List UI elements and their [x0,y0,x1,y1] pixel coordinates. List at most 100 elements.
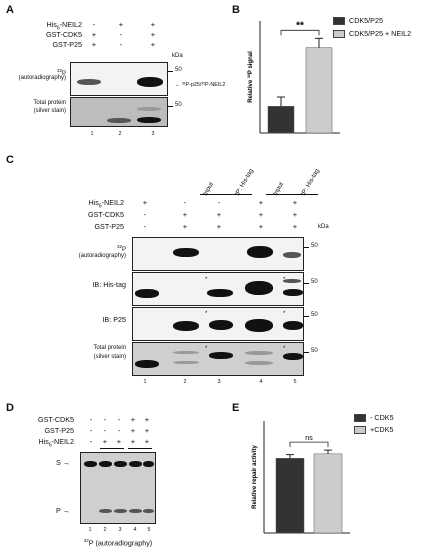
panel-b-legend-label: CDK5/P25 + NEIL2 [349,29,412,38]
blot-band [207,289,233,297]
panel-c-sign: + [258,210,264,219]
blot-band [283,252,301,258]
panel-e-chart: Relative repair activity ns [252,421,350,534]
panel-c-sign: - [183,198,187,207]
panel-a-kda: kDa [172,53,183,59]
header-underline [200,194,252,195]
panel-a-sign: + [118,20,124,29]
legend-swatch [354,414,366,422]
bar [313,453,343,534]
panel-c-sign: - [143,222,147,231]
blot-band [137,77,163,87]
panel-c-blot-label: Total protein [93,345,126,351]
bar [305,47,333,134]
blot-band [77,79,101,85]
panel-c-sign: + [216,210,222,219]
panel-c-marker: 50 [311,243,318,249]
y-axis-label: Relative ³²P signal [247,51,254,103]
panel-a-blot2-sublabel: (silver stain) [33,108,66,114]
panel-c-kda: kDa [318,224,329,230]
blot-band [209,352,233,359]
blot-band [247,246,273,258]
panel-c-row-label-cdk5: GST-CDK5 [88,210,124,219]
panel-a-sign: + [91,40,97,49]
panel-c-row-label-neil2: His6-NEIL2 [88,198,124,210]
panel-d-sign: + [116,437,122,446]
significance-label: ** [296,20,304,31]
substrate-label: S → [56,458,70,467]
panel-c-blot-label: IB: P25 [102,315,126,324]
panel-d-sign: - [89,437,93,446]
blot-band [283,279,301,283]
panel-d-row-label-neil2: His6-NEIL2 [38,437,74,449]
panel-d-sign: - [89,426,93,435]
panel-a-marker1: 50 [175,67,182,73]
panel-c-blot-sublabel: (silver stain) [93,354,126,360]
panel-d-sign: - [103,415,107,424]
lane-number: 2 [183,379,187,385]
panel-c-header: IP: His-tag [233,167,255,197]
asterisk-marker: * [205,277,208,283]
panel-c-blot-label: IB: His-tag [92,280,126,289]
lane-number: 4 [133,527,137,533]
panel-c-row-label-p25: GST-P25 [94,222,124,231]
panel-a-row-label-p25: GST-P25 [52,40,82,49]
panel-c-sign: + [142,198,148,207]
panel-c-marker: 50 [311,312,318,318]
panel-c-sign: + [258,198,264,207]
panel-e-legend-label: - CDK5 [370,413,394,422]
lane-number: 5 [147,527,151,533]
lane-number: 3 [118,527,122,533]
panel-d-sign: - [117,426,121,435]
panel-c-his-tag-blot [132,272,304,306]
significance-bracket [289,441,329,448]
product-label: P → [56,506,70,515]
blot-band [173,321,199,331]
panel-c-sign: + [182,210,188,219]
panel-c-p25-blot [132,307,304,341]
blot-band [283,321,303,330]
gel-band [99,509,112,513]
blot-band [173,351,199,354]
panel-d-sign: - [117,415,121,424]
blot-band [245,281,273,295]
panel-a-band-annotation: ← ³²P-p25/³²P-NEIL2 [175,82,226,88]
panel-d-sign: + [144,437,150,446]
gel-band [143,461,154,467]
asterisk-marker: * [205,311,208,317]
significance-label: ns [305,435,313,442]
panel-a-autoradiography-blot [70,62,168,96]
panel-d-sign: + [130,426,136,435]
panel-d-row-label-cdk5: GST-CDK5 [38,415,74,424]
lane-number: 3 [217,379,221,385]
gel-band [129,461,142,467]
blot-band [137,107,161,111]
panel-e-letter: E [232,402,240,414]
panel-a-sign: - [119,30,123,39]
panel-a-letter: A [6,4,14,16]
panel-a-row-label-neil2: His6-NEIL2 [46,20,82,32]
lane-number: 3 [151,131,155,137]
blot-band [245,361,273,365]
panel-b-legend-label: CDK5/P25 [349,16,383,25]
blot-band [245,351,273,355]
marker-tick [168,106,173,107]
legend-swatch [333,30,345,38]
marker-tick [168,71,173,72]
marker-tick [304,247,309,248]
blot-band [135,360,159,368]
panel-d-caption: 32P (autoradiography) [83,538,153,548]
blot-band [245,319,273,332]
panel-a-sign: - [92,20,96,29]
marker-tick [304,352,309,353]
panel-a-sign: + [150,20,156,29]
blot-band [209,320,233,330]
blot-band [173,248,199,257]
lane-number: 2 [118,131,122,137]
panel-a-blot1-sublabel: (autoradiography) [18,75,66,81]
asterisk-marker: * [283,346,286,352]
lane-number: 1 [90,131,94,137]
panel-c-silver-stain-blot [132,342,304,376]
gel-band [143,509,154,513]
panel-d-sign: + [130,437,136,446]
